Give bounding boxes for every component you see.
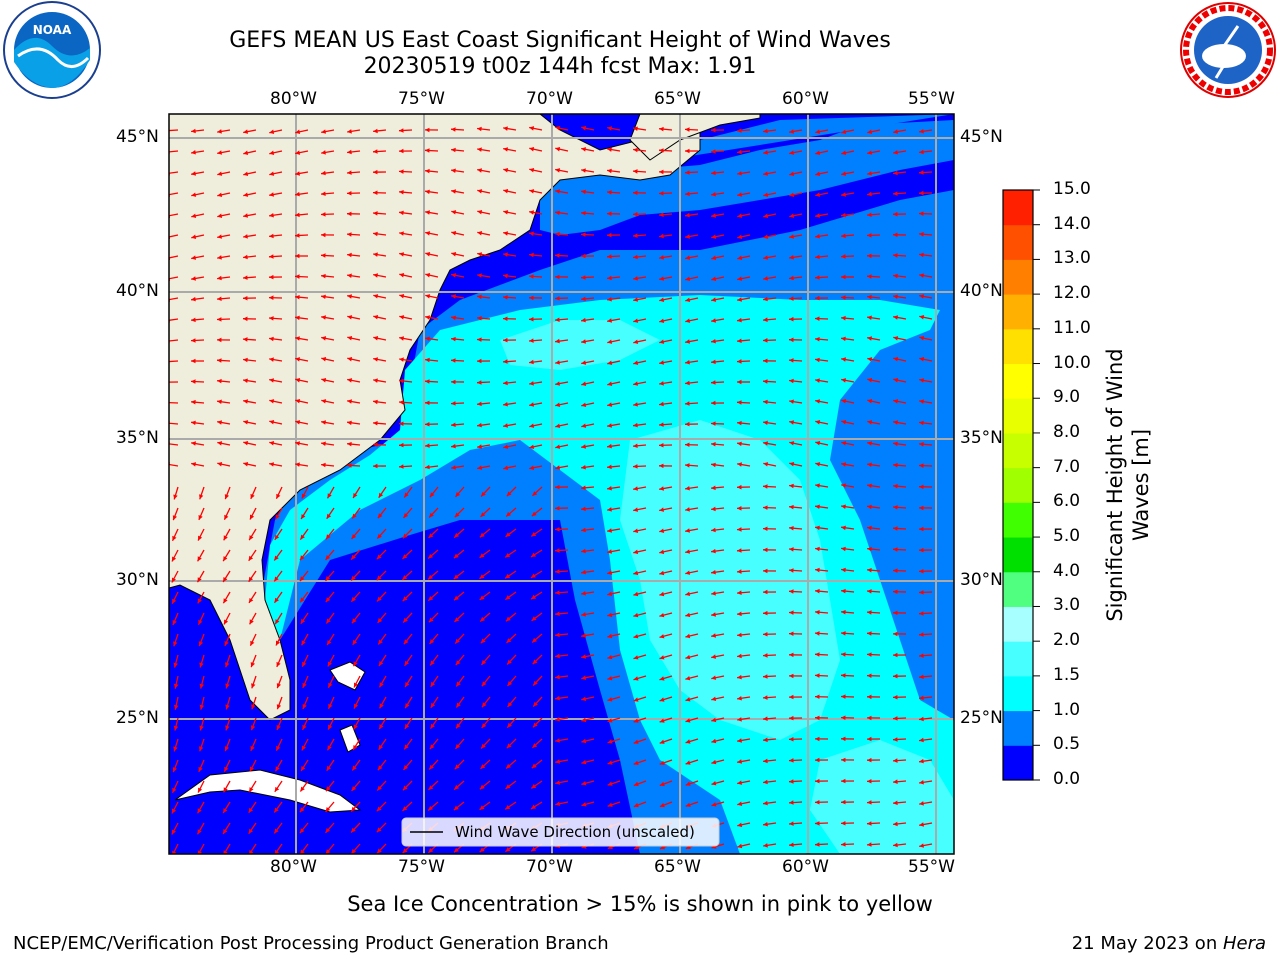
lat-label-left-45n: 45°N (116, 127, 159, 147)
footer-left: NCEP/EMC/Verification Post Processing Pr… (13, 933, 609, 954)
colorbar-segment (1003, 606, 1033, 642)
colorbar-tick-label: 0.0 (1053, 769, 1081, 789)
lat-label-right-25n: 25°N (960, 708, 1003, 728)
colorbar-tick-label: 9.0 (1053, 387, 1081, 408)
colorbar-segment (1003, 745, 1033, 781)
map-title: GEFS MEAN US East Coast Significant Heig… (229, 28, 891, 53)
lon-label-bottom-70w: 70°W (526, 857, 573, 877)
colorbar-segment (1003, 537, 1033, 573)
colorbar-tick-label: 7.0 (1053, 456, 1081, 477)
map-subtitle: 20230519 t00z 144h fcst Max: 1.91 (363, 54, 757, 79)
colorbar-segment (1003, 294, 1033, 330)
colorbar-tick-label: 6.0 (1053, 491, 1081, 512)
lon-label-top-70w: 70°W (526, 89, 573, 109)
land-cuba (174, 769, 362, 813)
lon-label-top-60w: 60°W (782, 89, 829, 109)
noaa-logo-text: NOAA (33, 23, 72, 37)
colorbar-tick-label: 1.0 (1053, 699, 1081, 720)
footer-date: 21 May 2023 on (1071, 933, 1223, 954)
lat-label-right-45n: 45°N (960, 127, 1003, 147)
colorbar-tick-label: 14.0 (1053, 213, 1091, 234)
lon-label-bottom-80w: 80°W (270, 857, 317, 877)
lat-label-right-30n: 30°N (960, 570, 1003, 590)
lat-label-left-40n: 40°N (116, 281, 159, 301)
colorbar-segment (1003, 432, 1033, 469)
colorbar-tick-label: 13.0 (1053, 248, 1091, 269)
sea-ice-note: Sea Ice Concentration > 15% is shown in … (347, 892, 933, 916)
footer-right: 21 May 2023 on Hera (1072, 933, 1266, 954)
lat-label-right-35n: 35°N (960, 428, 1003, 448)
colorbar-tick-label: 15.0 (1053, 179, 1091, 199)
lon-label-bottom-55w: 55°W (908, 857, 955, 877)
wind-direction-arrows (169, 126, 933, 854)
colorbar-segment (1003, 190, 1033, 226)
colorbar-frame (1002, 189, 1034, 781)
colorbar-segment (1003, 224, 1033, 260)
wind-direction-legend: Wind Wave Direction (unscaled) (401, 817, 720, 847)
colorbar-tick-label: 3.0 (1053, 595, 1081, 616)
colorbar-tick-label: 5.0 (1053, 526, 1081, 547)
colorbar-tick-label: 12.0 (1053, 283, 1091, 304)
colorbar-tick-label: 1.5 (1053, 664, 1081, 685)
wave-zone-1.5-b (500, 320, 660, 370)
colorbar-segment (1003, 502, 1033, 538)
colorbar-segment (1003, 328, 1033, 365)
wave-zone-0.5-north (540, 120, 954, 235)
colorbar-tick-label: 11.0 (1053, 317, 1091, 338)
colorbar-segment (1003, 641, 1033, 677)
colorbar-segment (1003, 675, 1033, 712)
lon-label-bottom-65w: 65°W (654, 857, 701, 877)
colorbar (1002, 189, 1040, 781)
colorbar-label-line1: Significant Height of Wind (1103, 348, 1127, 622)
colorbar-tick-label: 2.0 (1053, 630, 1081, 651)
nws-logo (1180, 2, 1276, 98)
colorbar-segment (1003, 363, 1033, 399)
legend-label: Wind Wave Direction (unscaled) (455, 823, 695, 841)
map-frame (168, 113, 955, 855)
colorbar-label-line2: Waves [m] (1129, 428, 1153, 542)
colorbar-segment (1003, 710, 1033, 746)
lon-label-top-65w: 65°W (654, 89, 701, 109)
colorbar-segment (1003, 467, 1033, 503)
lon-label-bottom-60w: 60°W (782, 857, 829, 877)
wave-zone-1.5-c (810, 740, 954, 854)
colorbar-tick-label: 8.0 (1053, 421, 1081, 442)
lon-label-top-55w: 55°W (908, 89, 955, 109)
lon-label-top-75w: 75°W (398, 89, 445, 109)
colorbar-segment (1003, 259, 1033, 295)
colorbar-tick-label: 10.0 (1053, 352, 1091, 373)
lat-label-left-35n: 35°N (116, 428, 159, 448)
colorbar-tick-label: 0.5 (1053, 734, 1081, 755)
colorbar-segment (1003, 571, 1033, 607)
noaa-logo: NOAA (3, 1, 101, 99)
colorbar-tick-label: 4.0 (1053, 560, 1081, 581)
colorbar-segment (1003, 398, 1033, 434)
lat-label-right-40n: 40°N (960, 281, 1003, 301)
lat-label-left-30n: 30°N (116, 570, 159, 590)
lon-label-bottom-75w: 75°W (398, 857, 445, 877)
footer-host: Hera (1222, 933, 1266, 954)
lon-label-top-80w: 80°W (270, 89, 317, 109)
lat-label-left-25n: 25°N (116, 708, 159, 728)
